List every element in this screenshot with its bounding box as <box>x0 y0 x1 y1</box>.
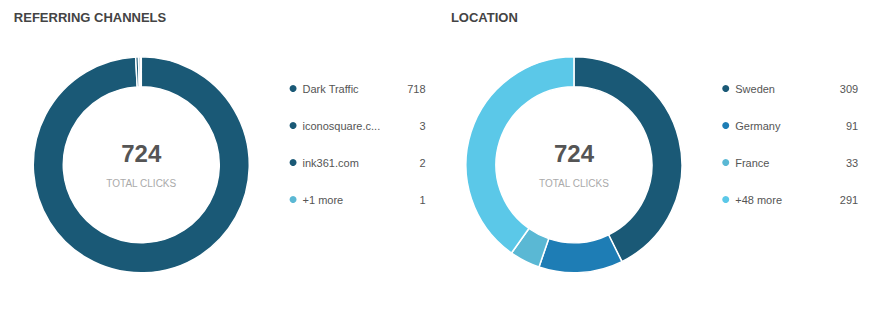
svg-text:REFERRING CHANNELS: REFERRING CHANNELS <box>14 10 167 25</box>
svg-text:718: 718 <box>407 83 425 95</box>
svg-text:+1 more: +1 more <box>303 194 344 206</box>
svg-text:Sweden: Sweden <box>735 83 775 95</box>
svg-text:724: 724 <box>121 140 162 167</box>
svg-text:iconosquare.c...: iconosquare.c... <box>303 120 381 132</box>
svg-text:291: 291 <box>840 194 858 206</box>
svg-text:2: 2 <box>419 157 425 169</box>
svg-text:Germany: Germany <box>735 120 781 132</box>
svg-text:LOCATION: LOCATION <box>451 10 518 25</box>
svg-text:+48 more: +48 more <box>735 194 782 206</box>
svg-text:3: 3 <box>419 120 425 132</box>
svg-text:724: 724 <box>554 140 595 167</box>
svg-text:ink361.com: ink361.com <box>303 157 359 169</box>
svg-text:309: 309 <box>840 83 858 95</box>
svg-text:TOTAL CLICKS: TOTAL CLICKS <box>106 178 176 189</box>
svg-text:33: 33 <box>846 157 858 169</box>
svg-text:1: 1 <box>419 194 425 206</box>
svg-text:91: 91 <box>846 120 858 132</box>
svg-text:Dark Traffic: Dark Traffic <box>303 83 360 95</box>
svg-text:France: France <box>735 157 769 169</box>
svg-text:TOTAL CLICKS: TOTAL CLICKS <box>539 178 609 189</box>
